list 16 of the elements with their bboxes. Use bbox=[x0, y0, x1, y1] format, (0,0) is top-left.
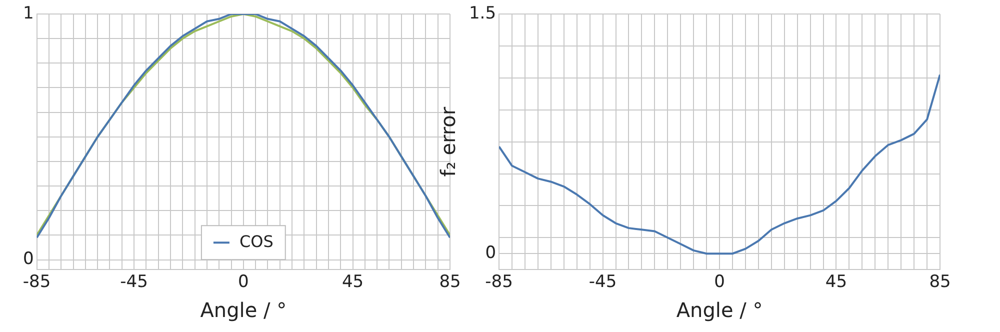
x-tick-label: -85 bbox=[485, 272, 513, 292]
x-tick-label: 85 bbox=[929, 272, 951, 292]
x-tick-label: 45 bbox=[342, 272, 364, 292]
y-tick-label: 1 bbox=[22, 3, 34, 24]
x-tick-label: 45 bbox=[825, 272, 848, 292]
legend-label: COS bbox=[239, 232, 274, 251]
x-tick-label: -45 bbox=[120, 272, 148, 292]
x-tick-label: -45 bbox=[588, 272, 617, 292]
y-tick-label: 1.5 bbox=[468, 3, 496, 24]
x-tick-label: 85 bbox=[439, 272, 461, 292]
x-axis-title: Angle / ° bbox=[200, 298, 287, 322]
y-axis-title: f₂ error bbox=[436, 106, 460, 177]
x-axis-title: Angle / ° bbox=[676, 298, 763, 322]
x-tick-label: 0 bbox=[238, 272, 249, 292]
x-tick-label: 0 bbox=[714, 272, 725, 292]
x-tick-label: -85 bbox=[22, 272, 51, 292]
